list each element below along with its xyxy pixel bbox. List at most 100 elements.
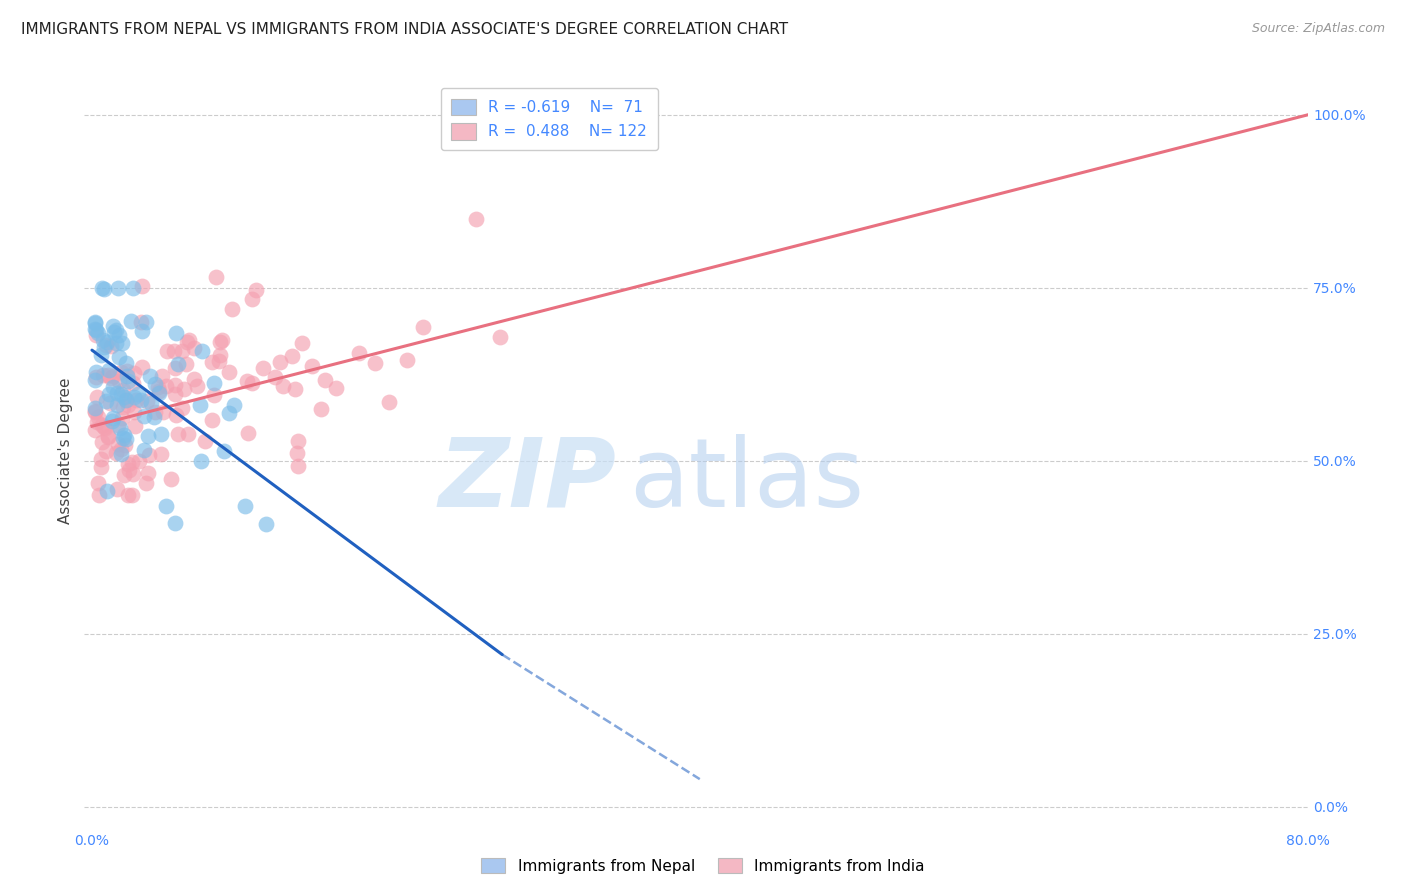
Point [105,398,128,412]
Point [122,390,145,404]
Point [166,427,188,442]
Point [93,419,115,434]
Point [105,483,128,497]
Point [218,365,240,379]
Point [163,516,186,530]
Point [87,326,110,340]
Point [84,405,107,419]
Point [132,442,155,457]
Point [163,343,186,358]
Point [121,455,143,469]
Point [135,476,157,491]
Point [174,357,197,371]
Point [101,414,124,428]
Point [91,434,114,449]
Point [84,365,107,379]
Point [212,443,235,458]
Point [101,369,124,384]
Point [205,270,228,285]
Point [201,413,224,427]
Point [120,314,142,328]
Point [165,387,187,401]
Point [98,387,121,401]
Point [347,346,370,360]
Point [124,418,146,433]
Point [194,434,217,449]
Point [108,328,131,343]
Point [254,516,277,531]
Point [94,421,117,435]
Point [117,374,139,388]
Point [211,333,233,347]
Point [114,356,136,370]
Point [136,429,159,443]
Point [84,373,107,387]
Text: IMMIGRANTS FROM NEPAL VS IMMIGRANTS FROM INDIA ASSOCIATE'S DEGREE CORRELATION CH: IMMIGRANTS FROM NEPAL VS IMMIGRANTS FROM… [21,22,789,37]
Point [84,328,107,343]
Point [86,322,108,336]
Point [177,426,200,441]
Point [364,356,387,370]
Point [190,343,212,358]
Point [287,434,309,449]
Point [287,458,309,473]
Point [84,401,107,416]
Point [167,357,190,371]
Point [135,314,157,328]
Point [135,394,157,409]
Point [97,429,120,443]
Point [150,368,173,383]
Point [90,459,112,474]
Point [236,425,259,440]
Point [188,399,211,413]
Point [139,395,162,409]
Point [96,394,118,409]
Point [105,386,128,401]
Point [201,355,224,369]
Point [107,436,129,450]
Point [131,315,153,329]
Point [222,398,245,412]
Point [107,281,129,295]
Point [301,359,323,373]
Point [412,320,434,334]
Point [103,326,125,340]
Point [165,326,187,341]
Point [122,366,145,380]
Point [110,387,132,401]
Point [101,411,124,425]
Point [121,488,143,502]
Point [128,454,150,468]
Point [93,282,115,296]
Point [98,396,121,410]
Point [110,335,132,350]
Point [245,283,267,297]
Point [202,388,225,402]
Point [84,316,107,330]
Point [290,335,312,350]
Point [115,364,138,378]
Point [143,376,166,391]
Point [122,281,145,295]
Point [218,406,240,420]
Point [186,379,208,393]
Point [117,458,139,472]
Point [121,376,143,390]
Point [325,381,347,395]
Point [139,369,162,384]
Point [110,447,132,461]
Point [90,348,112,362]
Point [155,499,177,513]
Point [93,340,115,354]
Point [208,335,231,350]
Point [131,324,153,338]
Point [86,390,108,404]
Text: atlas: atlas [628,434,863,526]
Point [309,402,332,417]
Point [163,378,186,392]
Point [138,448,160,462]
Point [100,339,122,353]
Point [114,438,136,452]
Point [111,431,134,445]
Point [110,410,132,425]
